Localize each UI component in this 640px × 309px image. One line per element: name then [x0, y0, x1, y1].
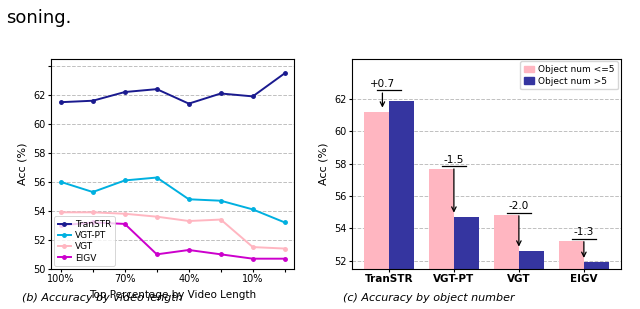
- VGT-PT: [185, 197, 193, 201]
- Text: -1.5: -1.5: [444, 154, 464, 165]
- Legend: Object num <=5, Object num >5: Object num <=5, Object num >5: [520, 61, 618, 89]
- X-axis label: Top Percentage by Video Length: Top Percentage by Video Length: [89, 290, 257, 300]
- EIGV: [153, 252, 161, 256]
- VGT: [153, 215, 161, 218]
- EIGV: [249, 257, 257, 260]
- TranSTR: [185, 102, 193, 105]
- VGT: [217, 218, 225, 222]
- Text: (c) Accuracy by object number: (c) Accuracy by object number: [343, 293, 515, 303]
- TranSTR: [281, 71, 289, 75]
- VGT: [89, 210, 97, 214]
- Bar: [519, 251, 543, 269]
- VGT-PT: [89, 190, 97, 194]
- Bar: [429, 169, 454, 269]
- TranSTR: [217, 92, 225, 95]
- Line: VGT-PT: VGT-PT: [59, 176, 287, 224]
- Bar: [584, 262, 609, 269]
- Line: EIGV: EIGV: [59, 221, 287, 260]
- VGT-PT: [153, 176, 161, 180]
- Legend: TranSTR, VGT-PT, VGT, EIGV: TranSTR, VGT-PT, VGT, EIGV: [54, 216, 115, 266]
- EIGV: [185, 248, 193, 252]
- Line: TranSTR: TranSTR: [59, 71, 287, 105]
- VGT-PT: [57, 180, 65, 184]
- TranSTR: [153, 87, 161, 91]
- VGT: [281, 247, 289, 250]
- VGT: [57, 210, 65, 214]
- Text: -2.0: -2.0: [509, 201, 529, 211]
- Text: +0.7: +0.7: [370, 78, 395, 89]
- VGT-PT: [217, 199, 225, 203]
- VGT-PT: [121, 179, 129, 182]
- TranSTR: [57, 100, 65, 104]
- VGT-PT: [281, 221, 289, 224]
- Y-axis label: Acc (%): Acc (%): [318, 142, 328, 185]
- EIGV: [57, 223, 65, 227]
- Bar: [494, 215, 519, 269]
- VGT: [185, 219, 193, 223]
- VGT-PT: [249, 208, 257, 211]
- Text: -1.3: -1.3: [573, 227, 594, 237]
- VGT: [249, 245, 257, 249]
- Bar: [559, 241, 584, 269]
- Bar: [454, 217, 479, 269]
- Text: soning.: soning.: [6, 9, 72, 27]
- EIGV: [281, 257, 289, 260]
- TranSTR: [121, 90, 129, 94]
- Bar: [364, 112, 389, 269]
- TranSTR: [89, 99, 97, 103]
- Y-axis label: Acc (%): Acc (%): [17, 142, 28, 185]
- VGT: [121, 212, 129, 216]
- EIGV: [121, 222, 129, 226]
- Line: VGT: VGT: [59, 210, 287, 250]
- Text: (b) Accuracy by video length: (b) Accuracy by video length: [22, 293, 183, 303]
- EIGV: [89, 221, 97, 224]
- EIGV: [217, 252, 225, 256]
- TranSTR: [249, 95, 257, 98]
- Bar: [389, 101, 413, 269]
